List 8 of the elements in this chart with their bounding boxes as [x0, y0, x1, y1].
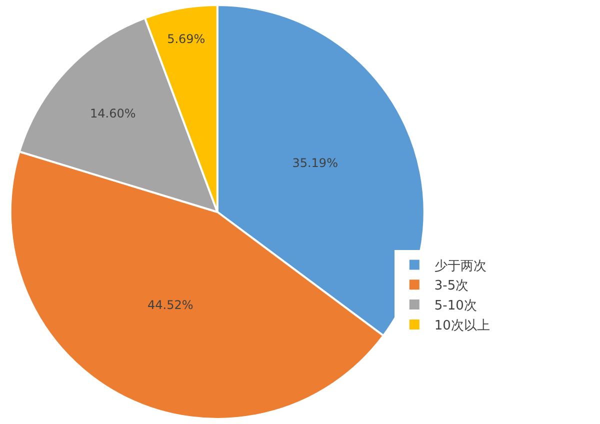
data-label: 14.60%: [90, 106, 136, 121]
data-label: 5.69%: [167, 32, 206, 46]
data-label: 35.19%: [292, 156, 338, 170]
legend-label: 少于两次: [434, 258, 486, 274]
legend-label: 5-10次: [434, 298, 477, 314]
legend-label: 10次以上: [434, 318, 490, 334]
legend-label: 3-5次: [434, 278, 469, 294]
data-label: 44.52%: [147, 298, 194, 312]
